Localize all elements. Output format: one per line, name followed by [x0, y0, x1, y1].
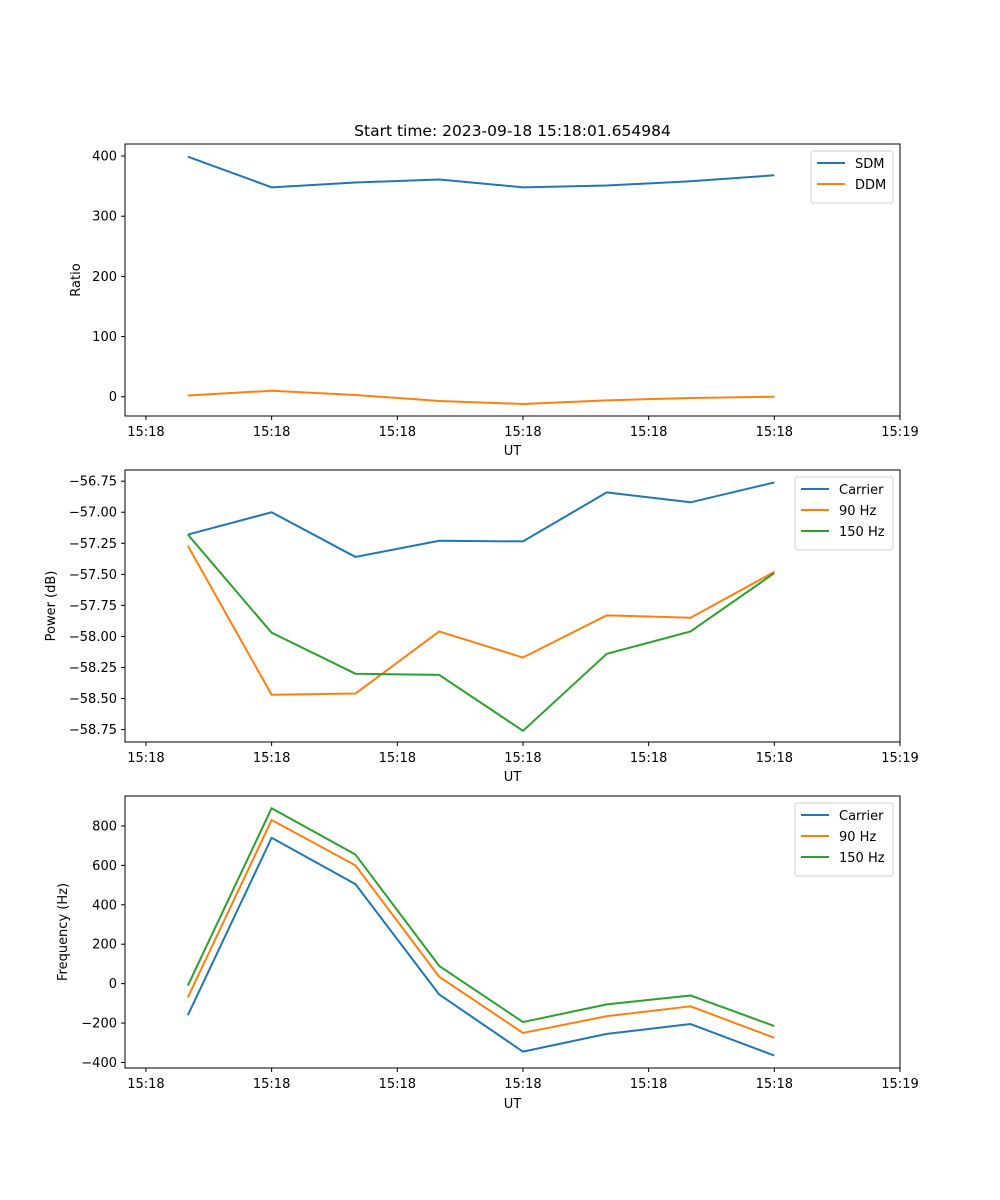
y-tick-label: −57.00 — [69, 506, 117, 521]
x-axis-label: UT — [504, 770, 522, 785]
y-tick-label: −200 — [81, 1017, 117, 1032]
x-tick-label: 15:18 — [127, 1077, 164, 1092]
y-tick-label: 400 — [92, 898, 117, 913]
y-tick-label: 300 — [92, 210, 117, 225]
y-axis-label: Ratio — [69, 263, 84, 296]
y-tick-label: 400 — [92, 150, 117, 165]
y-tick-label: 600 — [92, 859, 117, 874]
plot-frame — [124, 469, 901, 743]
y-tick-label: −58.00 — [69, 630, 117, 645]
x-tick-label: 15:18 — [253, 751, 290, 766]
x-tick-label: 15:18 — [127, 425, 164, 440]
legend-label: 90 Hz — [839, 504, 876, 519]
power-panel: 15:18 15:18 15:18 15:18 15:18 15:18 15:19 −56.… — [44, 469, 919, 785]
y-tick-label: 800 — [92, 819, 117, 834]
x-tick-label: 15:18 — [630, 425, 667, 440]
y-tick-label: −57.25 — [69, 537, 117, 552]
x-tick-label: 15:19 — [881, 751, 918, 766]
series-line-carrier — [186, 836, 775, 1057]
plot-frame — [124, 795, 901, 1069]
x-tick-label: 15:18 — [127, 751, 164, 766]
y-tick-label: −57.50 — [69, 568, 117, 583]
x-tick-label: 15:18 — [756, 751, 793, 766]
y-tick-label: −57.75 — [69, 599, 117, 614]
legend-label: Carrier — [839, 809, 884, 824]
legend-label: Carrier — [839, 483, 884, 498]
x-tick-label: 15:18 — [379, 425, 416, 440]
x-tick-label: 15:18 — [504, 425, 541, 440]
x-tick-label: 15:18 — [253, 425, 290, 440]
legend-label: 90 Hz — [839, 830, 876, 845]
y-tick-label: 100 — [92, 330, 117, 345]
x-tick-label: 15:18 — [756, 1077, 793, 1092]
ratio-panel: Start time: 2023-09-18 15:18:01.654984 1… — [69, 122, 919, 459]
chart-title: Start time: 2023-09-18 15:18:01.654984 — [354, 122, 671, 140]
y-axis-label: Frequency (Hz) — [56, 883, 71, 981]
y-tick-label: 0 — [109, 390, 117, 405]
series-line-90-hz — [186, 819, 775, 1039]
x-tick-label: 15:18 — [253, 1077, 290, 1092]
x-tick-label: 15:18 — [379, 1077, 416, 1092]
y-tick-label: −58.75 — [69, 723, 117, 738]
x-tick-label: 15:18 — [504, 1077, 541, 1092]
x-axis-label: UT — [504, 444, 522, 459]
legend-label: DDM — [855, 178, 886, 193]
y-tick-label: 200 — [92, 270, 117, 285]
y-tick-label: −400 — [81, 1056, 117, 1071]
y-tick-label: −58.50 — [69, 692, 117, 707]
x-tick-label: 15:19 — [881, 1077, 918, 1092]
x-tick-label: 15:19 — [881, 425, 918, 440]
y-tick-label: −58.25 — [69, 661, 117, 676]
y-tick-label: 200 — [92, 938, 117, 953]
y-tick-label: 0 — [109, 977, 117, 992]
series-line-carrier — [187, 481, 775, 558]
legend-label: SDM — [855, 157, 884, 172]
series-line-ddm — [187, 389, 775, 405]
x-tick-label: 15:18 — [756, 425, 793, 440]
x-tick-label: 15:18 — [379, 751, 416, 766]
frequency-panel: 15:18 15:18 15:18 15:18 15:18 15:18 15:19 −400… — [56, 795, 919, 1112]
y-tick-label: −56.75 — [69, 475, 117, 490]
x-tick-label: 15:18 — [504, 751, 541, 766]
plot-frame — [124, 143, 901, 417]
x-tick-label: 15:18 — [630, 751, 667, 766]
x-axis-label: UT — [504, 1097, 522, 1112]
series-line-90-hz — [186, 545, 775, 696]
legend-label: 150 Hz — [839, 851, 885, 866]
series-line-150-hz — [187, 533, 775, 732]
series-line-sdm — [187, 155, 775, 189]
x-tick-label: 15:18 — [630, 1077, 667, 1092]
series-line-150-hz — [186, 807, 775, 1027]
legend-label: 150 Hz — [839, 525, 885, 540]
y-axis-label: Power (dB) — [44, 571, 59, 642]
